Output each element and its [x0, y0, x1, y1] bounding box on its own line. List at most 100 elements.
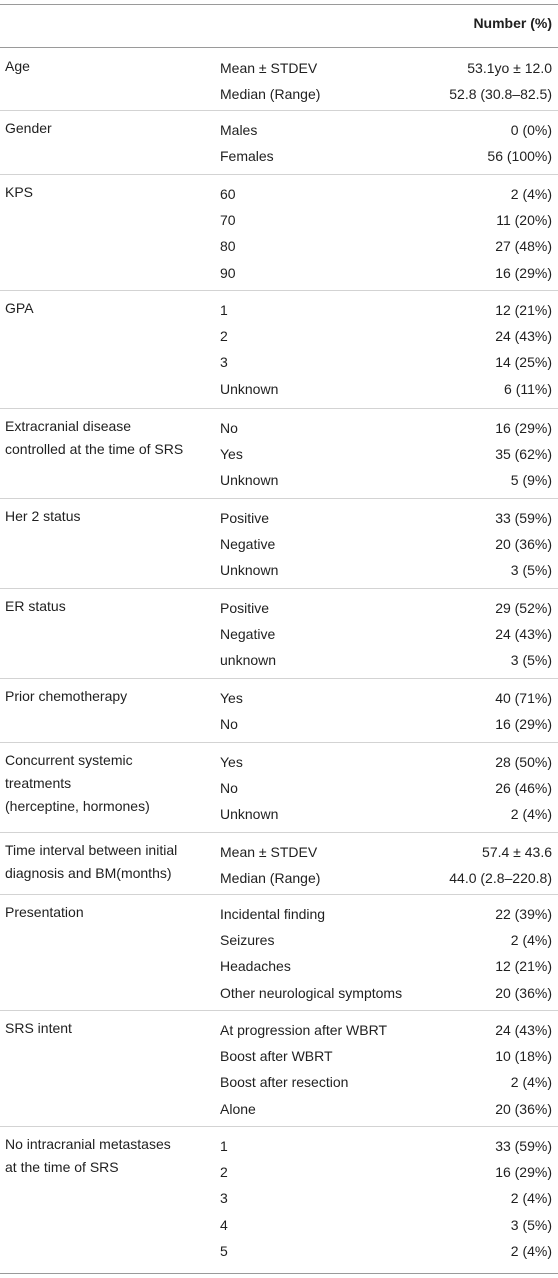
row-label-line: SRS intent [5, 1020, 72, 1036]
subcategory-cell: unknown [220, 652, 277, 669]
row-separator [0, 678, 558, 679]
subcategory-cell: 3 [220, 354, 228, 371]
column-header-number: Number (%) [473, 15, 552, 31]
row-label: SRS intent [5, 1017, 210, 1040]
subcategory-cell: Median (Range) [220, 86, 321, 103]
subcategory-cell: 90 [220, 264, 236, 281]
value-cell: 2 (4%) [510, 806, 552, 823]
subcategory-cell: Unknown [220, 472, 279, 489]
subcategory-cell: 60 [220, 186, 236, 202]
value-cell: 2 (4%) [510, 1190, 552, 1207]
subcategory-cell: Yes [220, 754, 243, 770]
row-subcategories: Positive Negative Unknown [220, 505, 430, 584]
row-label: Age [5, 55, 210, 78]
subcategory-cell: Negative [220, 536, 276, 553]
value-cell: 53.1yo ± 12.0 [467, 60, 552, 76]
value-cell: 57.4 ± 43.6 [482, 844, 552, 860]
row-values: 57.4 ± 43.6 44.0 (2.8–220.8) [392, 839, 552, 891]
header-rule [0, 47, 558, 48]
row-separator [0, 894, 558, 895]
row-label-line: Concurrent systemic [5, 752, 133, 768]
value-cell: 11 (20%) [496, 212, 552, 229]
row-label: Gender [5, 117, 210, 140]
row-values: 33 (59%) 16 (29%) 2 (4%) 3 (5%) 2 (4%) [392, 1133, 552, 1264]
subcategory-cell: Boost after WBRT [220, 1048, 333, 1065]
value-cell: 10 (18%) [495, 1048, 552, 1065]
row-separator [0, 110, 558, 111]
subcategory-cell: 4 [220, 1216, 228, 1233]
value-cell: 29 (52%) [495, 600, 552, 616]
row-values: 24 (43%) 10 (18%) 2 (4%) 20 (36%) [392, 1017, 552, 1122]
subcategory-cell: Unknown [220, 562, 279, 579]
value-cell: 2 (4%) [510, 1074, 552, 1091]
row-values: 28 (50%) 26 (46%) 2 (4%) [392, 749, 552, 828]
row-label: No intracranial metastases at the time of… [5, 1133, 210, 1179]
value-cell: 2 (4%) [510, 186, 552, 202]
row-separator [0, 1126, 558, 1127]
subcategory-cell: 70 [220, 212, 236, 229]
subcategory-cell: No [220, 780, 238, 797]
bottom-rule [0, 1273, 558, 1274]
subcategory-cell: Negative [220, 626, 276, 643]
row-label-line: Extracranial disease [5, 418, 132, 434]
value-cell: 44.0 (2.8–220.8) [449, 870, 552, 887]
row-separator [0, 290, 558, 291]
row-subcategories: Males Females [220, 117, 430, 169]
value-cell: 24 (43%) [495, 626, 552, 643]
top-rule [0, 4, 558, 5]
value-cell: 20 (36%) [495, 984, 552, 1001]
row-label-line: treatments [5, 775, 72, 791]
row-values: 29 (52%) 24 (43%) 3 (5%) [392, 595, 552, 674]
subcategory-cell: Headaches [220, 958, 291, 975]
row-separator [0, 832, 558, 833]
value-cell: 3 (5%) [510, 1216, 552, 1233]
row-separator [0, 174, 558, 175]
row-label-line: No intracranial metastases [5, 1136, 171, 1152]
value-cell: 33 (59%) [495, 1138, 552, 1154]
row-label-line: KPS [5, 184, 34, 200]
value-cell: 2 (4%) [510, 1242, 552, 1259]
value-cell: 52.8 (30.8–82.5) [449, 86, 552, 103]
row-subcategories: Yes No [220, 685, 430, 737]
value-cell: 3 (5%) [510, 652, 552, 669]
value-cell: 16 (29%) [495, 264, 552, 281]
row-label-line: GPA [5, 300, 34, 316]
row-label: GPA [5, 297, 210, 320]
row-label: Time interval between initial diagnosis a… [5, 839, 210, 885]
value-cell: 22 (39%) [495, 906, 552, 922]
subcategory-cell: 5 [220, 1242, 228, 1259]
value-cell: 12 (21%) [495, 302, 552, 318]
value-cell: 24 (43%) [495, 1022, 552, 1038]
subcategory-cell: Mean ± STDEV [220, 844, 318, 860]
value-cell: 12 (21%) [495, 958, 552, 975]
value-cell: 3 (5%) [510, 562, 552, 579]
row-subcategories: 60 70 80 90 [220, 181, 430, 286]
row-label: ER status [5, 595, 210, 618]
row-subcategories: Mean ± STDEV Median (Range) [220, 839, 430, 891]
value-cell: 33 (59%) [495, 510, 552, 526]
value-cell: 14 (25%) [495, 354, 552, 371]
value-cell: 20 (36%) [495, 1100, 552, 1117]
row-values: 40 (71%) 16 (29%) [392, 685, 552, 737]
value-cell: 16 (29%) [495, 420, 552, 436]
row-label-line: Presentation [5, 904, 84, 920]
row-subcategories: Mean ± STDEV Median (Range) [220, 55, 430, 107]
subcategory-cell: Other neurological symptoms [220, 984, 403, 1001]
row-subcategories: Incidental finding Seizures Headaches Other… [220, 901, 430, 1006]
row-label-line: Gender [5, 120, 52, 136]
row-label: Prior chemotherapy [5, 685, 210, 708]
subcategory-cell: Seizures [220, 932, 275, 949]
row-separator [0, 498, 558, 499]
value-cell: 24 (43%) [495, 328, 552, 345]
row-values: 2 (4%) 11 (20%) 27 (48%) 16 (29%) [392, 181, 552, 286]
row-label-line: Time interval between initial [5, 842, 178, 858]
subcategory-cell: Incidental finding [220, 906, 326, 922]
subcategory-cell: Yes [220, 446, 243, 463]
subcategory-cell: Alone [220, 1100, 256, 1117]
row-subcategories: 1 2 3 4 5 [220, 1133, 430, 1264]
value-cell: 16 (29%) [495, 716, 552, 733]
value-cell: 27 (48%) [495, 238, 552, 255]
value-cell: 20 (36%) [495, 536, 552, 553]
row-separator [0, 408, 558, 409]
value-cell: 26 (46%) [495, 780, 552, 797]
